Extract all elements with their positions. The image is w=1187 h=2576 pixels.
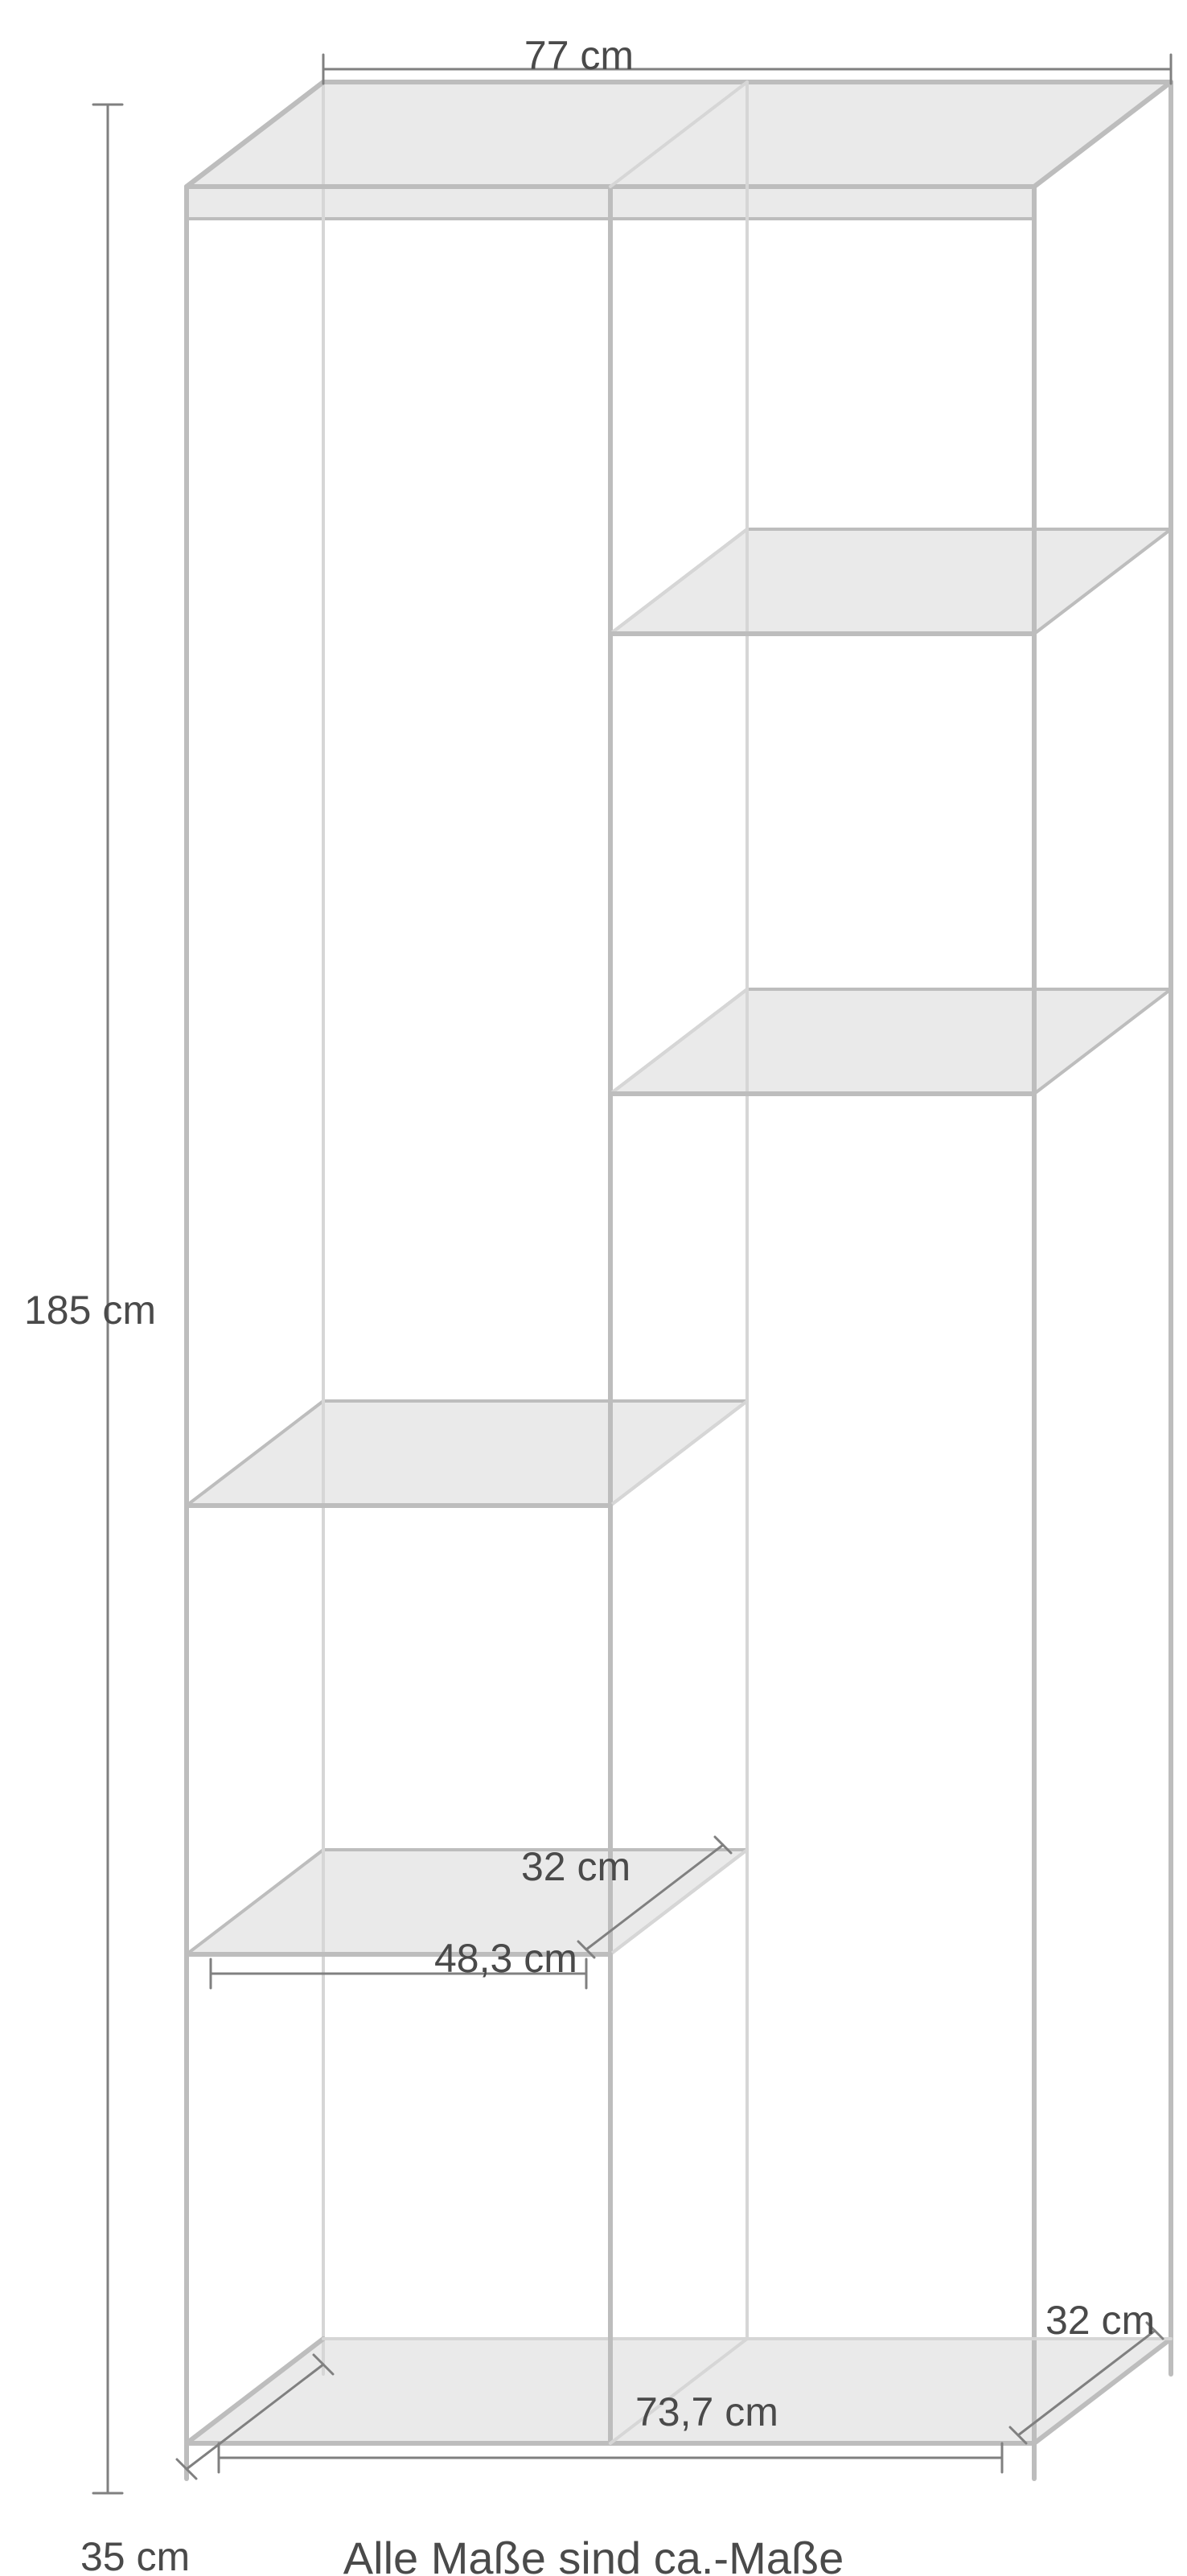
dim-shelf-d-label: 32 cm: [521, 1843, 630, 1890]
dim-width-label: 77 cm: [524, 32, 634, 79]
diagram-svg: [0, 0, 1187, 2576]
dim-bottom-d-label: 32 cm: [1045, 2297, 1155, 2344]
dim-height-label: 185 cm: [24, 1287, 156, 1333]
diagram-stage: 77 cm 185 cm 35 cm 48,3 cm 32 cm 73,7 cm…: [0, 0, 1187, 2576]
dim-shelf-w-label: 48,3 cm: [434, 1935, 577, 1982]
dim-bottom-w-label: 73,7 cm: [635, 2389, 778, 2435]
footnote-text: Alle Maße sind ca.-Maße: [0, 2532, 1187, 2576]
